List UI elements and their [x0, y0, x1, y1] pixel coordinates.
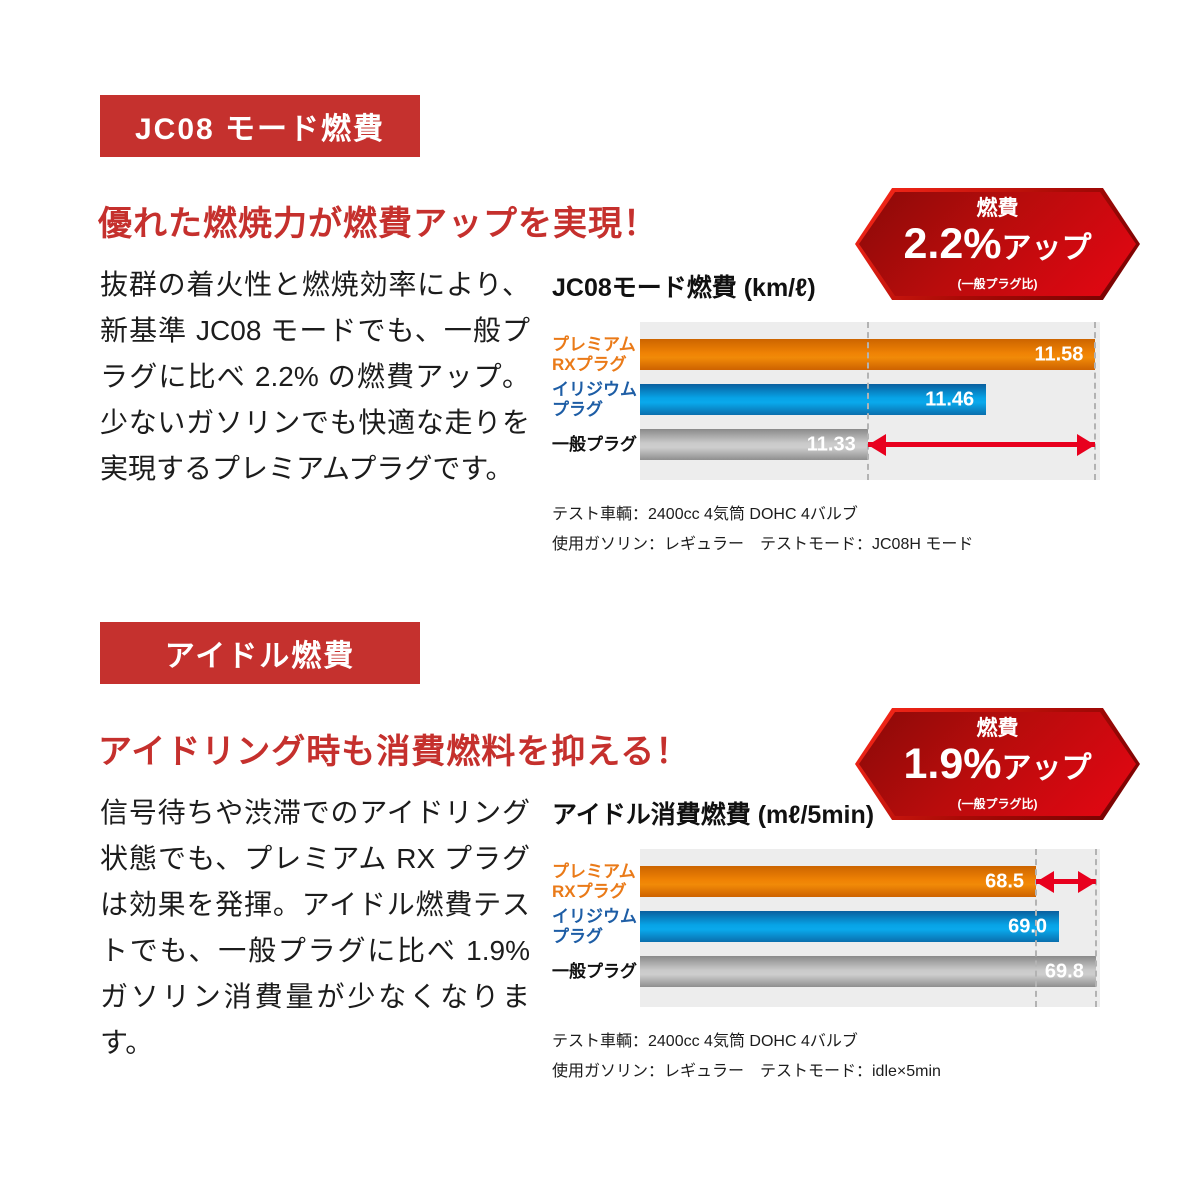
section-body-text: 抜群の着火性と燃焼効率により、新基準 JC08 モードでも、一般プラグに比べ 2…: [100, 269, 530, 484]
category-label: プレミアム RXプラグ: [552, 334, 636, 374]
section-badge: JC08 モード燃費: [100, 95, 420, 157]
bar-value-label: 11.58: [1034, 343, 1084, 365]
category-label: プレミアム RXプラグ: [552, 861, 636, 901]
hexagon-percent-value: 2.2%: [903, 219, 1002, 268]
test-notes: テスト車輌：2400cc 4気筒 DOHC 4バルブ 使用ガソリン：レギュラー …: [552, 1027, 941, 1087]
fuel-up-hexagon-inner: 燃費 2.2%アップ (一般プラグ比): [859, 192, 1136, 296]
difference-arrow: [867, 433, 1096, 456]
category-label: 一般プラグ: [552, 961, 637, 981]
test-note-line: 使用ガソリン：レギュラー テストモード：idle×5min: [552, 1063, 941, 1080]
hexagon-top-label: 燃費: [976, 716, 1019, 740]
section-badge-label: JC08 モード燃費: [134, 113, 386, 146]
fuel-up-hexagon-badge: 燃費 2.2%アップ (一般プラグ比): [855, 188, 1140, 300]
bar-blue: 69.0: [640, 911, 1060, 942]
test-notes: テスト車輌：2400cc 4気筒 DOHC 4バルブ 使用ガソリン：レギュラー …: [552, 500, 973, 560]
bar-value-label: 11.46: [925, 388, 975, 410]
section-badge: アイドル燃費: [100, 622, 420, 684]
section-headline: 優れた燃焼力が燃費アップを実現！: [98, 205, 658, 243]
fuel-up-hexagon-inner: 燃費 1.9%アップ (一般プラグ比): [859, 712, 1136, 816]
bar-gray: 11.33: [640, 429, 868, 460]
bar-value-label: 69.8: [1044, 960, 1084, 982]
bar-gray: 69.8: [640, 956, 1096, 987]
section-headline: アイドリング時も消費燃料を抑える！: [98, 733, 691, 771]
test-note-line: テスト車輌：2400cc 4気筒 DOHC 4バルブ: [552, 506, 858, 523]
bar-chart-jc08: プレミアム RXプラグ イリジウム プラグ一般プラグ 11.58 11.46 11.33: [552, 322, 1100, 480]
dashed-guideline: [1035, 849, 1038, 1007]
hexagon-percent-value: 1.9%: [903, 739, 1002, 788]
hexagon-top-label: 燃費: [976, 196, 1019, 220]
hexagon-main-line: 1.9%アップ: [903, 741, 1091, 797]
bar-blue: 11.46: [640, 384, 987, 415]
hexagon-note: (一般プラグ比): [957, 796, 1038, 811]
category-label: イリジウム プラグ: [552, 906, 637, 946]
dashed-guideline: [866, 322, 869, 480]
dashed-guideline: [1094, 849, 1097, 1007]
category-label: 一般プラグ: [552, 434, 637, 454]
hexagon-note: (一般プラグ比): [957, 276, 1038, 291]
hexagon-main-line: 2.2%アップ: [903, 221, 1091, 277]
bar-value-label: 11.33: [806, 433, 856, 455]
hexagon-suffix: アップ: [1001, 231, 1092, 265]
bar-value-label: 68.5: [985, 870, 1025, 892]
section-badge-label: アイドル燃費: [164, 640, 356, 673]
hexagon-suffix: アップ: [1001, 751, 1092, 785]
plot-area: 68.5 69.0 69.8: [640, 849, 1100, 1007]
test-note-line: テスト車輌：2400cc 4気筒 DOHC 4バルブ: [552, 1033, 858, 1050]
fuel-up-hexagon-badge: 燃費 1.9%アップ (一般プラグ比): [855, 708, 1140, 820]
bar-value-label: 69.0: [1008, 915, 1048, 937]
chart-title: JC08モード燃費 (km/ℓ): [552, 274, 816, 302]
difference-arrow: [1036, 870, 1096, 893]
bar-chart-idle: プレミアム RXプラグ イリジウム プラグ一般プラグ 68.5 69.0 69.8: [552, 849, 1100, 1007]
category-label: イリジウム プラグ: [552, 379, 637, 419]
bar-orange: 68.5: [640, 866, 1037, 897]
category-labels: プレミアム RXプラグ イリジウム プラグ一般プラグ: [552, 849, 638, 1007]
section-body-text: 信号待ちや渋滞でのアイドリング状態でも、プレミアム RX プラグは効果を発揮。ア…: [100, 797, 530, 1058]
chart-title: アイドル消費燃費 (mℓ/5min): [552, 801, 875, 829]
test-note-line: 使用ガソリン：レギュラー テストモード：JC08H モード: [552, 536, 974, 553]
category-labels: プレミアム RXプラグ イリジウム プラグ一般プラグ: [552, 322, 638, 480]
dashed-guideline: [1094, 322, 1097, 480]
plot-area: 11.58 11.46 11.33: [640, 322, 1100, 480]
